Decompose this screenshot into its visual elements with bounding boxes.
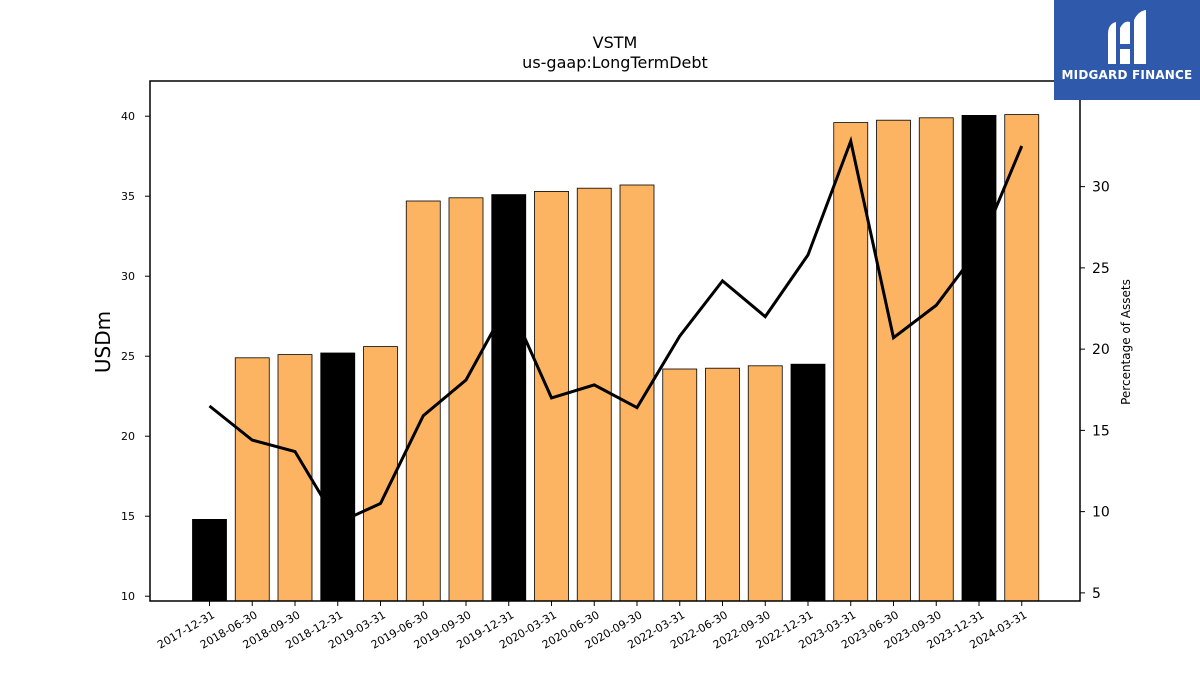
y-tick-label: 25 [121, 350, 135, 363]
bar [790, 363, 826, 602]
bar [192, 519, 227, 602]
y-tick-label: 20 [121, 430, 135, 443]
bar [918, 117, 954, 602]
y-tick-label: 15 [121, 510, 135, 523]
plot-area: 10152025303540510152025302017-12-312018-… [121, 80, 1110, 652]
bar [234, 357, 270, 602]
y-tick-label: 40 [121, 110, 135, 123]
y2-tick-label: 5 [1092, 586, 1101, 602]
midgard-m-icon [1108, 10, 1146, 65]
plot-frame [149, 80, 1081, 602]
bar [320, 352, 356, 602]
bar [876, 119, 911, 602]
y-tick-label: 10 [121, 590, 135, 603]
y-tick-label: 35 [121, 190, 135, 203]
bar [405, 200, 441, 602]
bar [491, 194, 527, 602]
bar [747, 365, 783, 602]
bar [1004, 114, 1040, 602]
y2-tick-label: 30 [1092, 180, 1110, 196]
bar [833, 122, 869, 602]
chart-title: VSTM [593, 33, 638, 52]
chart-subtitle: us-gaap:LongTermDebt [522, 53, 708, 72]
y2-tick-label: 25 [1092, 261, 1110, 277]
bar [961, 115, 997, 602]
bar [277, 354, 313, 602]
y-tick-label: 30 [121, 270, 135, 283]
bar [619, 184, 655, 602]
y2-axis-label: Percentage of Assets [1119, 279, 1133, 405]
percentage-line [208, 135, 1024, 525]
y2-tick-label: 20 [1092, 342, 1110, 358]
logo-text: MIDGARD FINANCE [1061, 68, 1193, 82]
bar [705, 367, 740, 602]
bar [662, 368, 698, 602]
y-axis-label: USDm [91, 311, 115, 373]
y2-tick-label: 10 [1092, 505, 1110, 521]
bar [363, 346, 398, 602]
y2-tick-label: 15 [1092, 423, 1110, 439]
logo: MIDGARD FINANCE [1054, 0, 1200, 100]
bar [576, 187, 612, 602]
bar [448, 197, 484, 602]
